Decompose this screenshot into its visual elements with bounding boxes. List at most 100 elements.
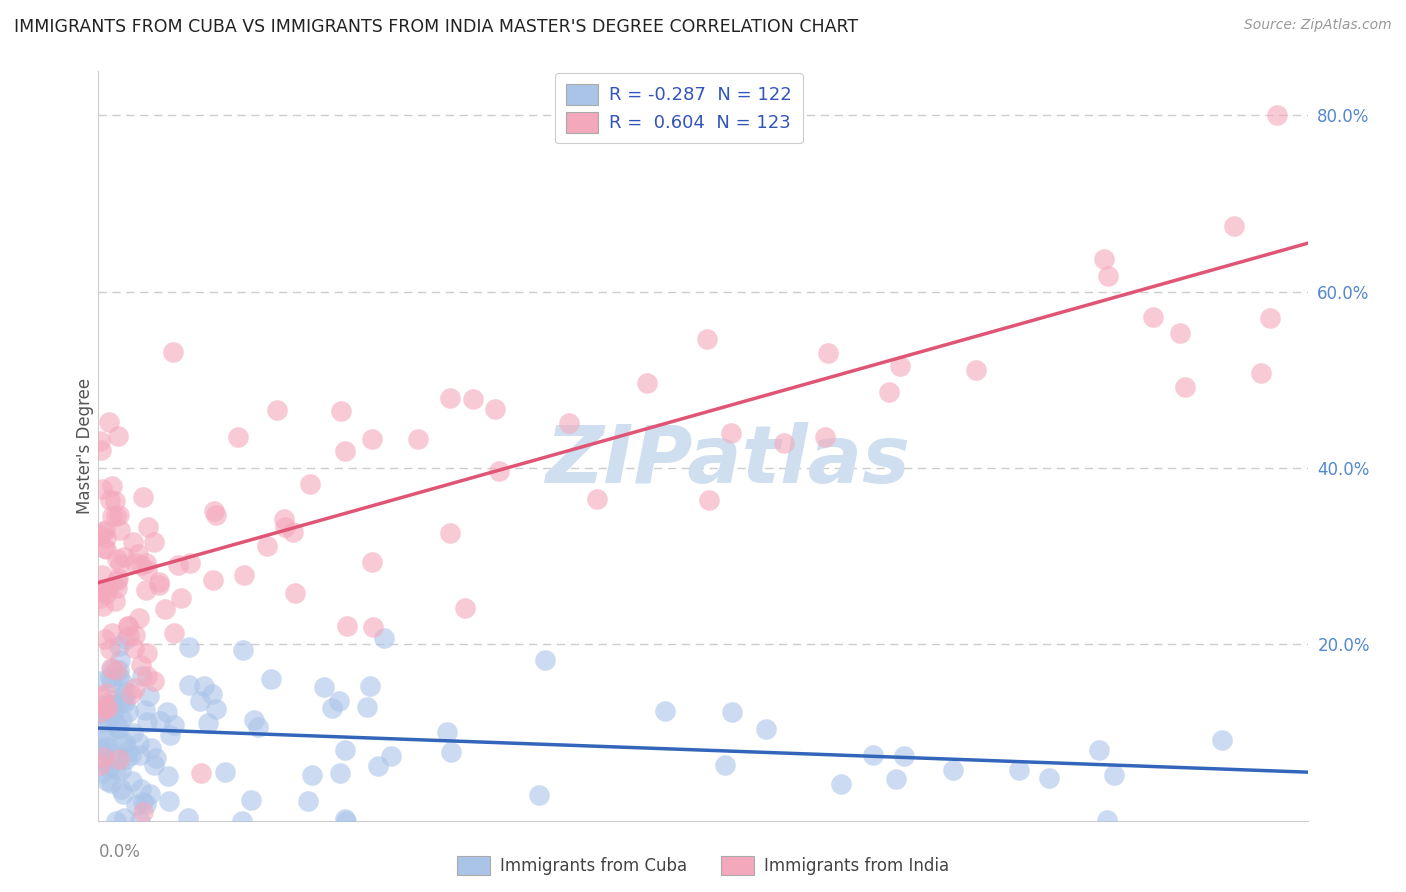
Point — [93, 524, 115, 539]
Point — [129, 658, 152, 673]
Point — [167, 558, 190, 572]
Point — [1038, 771, 1060, 785]
Point — [112, 811, 135, 825]
Point — [202, 573, 225, 587]
Point — [136, 563, 159, 577]
Point — [273, 520, 295, 534]
Point — [336, 619, 359, 633]
Point — [356, 700, 378, 714]
Point — [143, 674, 166, 689]
Point — [214, 765, 236, 780]
Point — [1211, 733, 1233, 747]
Point — [586, 492, 609, 507]
Point — [720, 426, 742, 441]
Point — [134, 703, 156, 717]
Point — [108, 508, 131, 523]
Point — [136, 669, 159, 683]
Point — [361, 620, 384, 634]
Point — [94, 731, 117, 745]
Point — [131, 782, 153, 797]
Point — [148, 578, 170, 592]
Point — [879, 385, 901, 400]
Point — [103, 706, 125, 721]
Point — [107, 572, 129, 586]
Point — [1095, 813, 1118, 827]
Point — [284, 586, 307, 600]
Point — [97, 581, 120, 595]
Point — [107, 721, 129, 735]
Point — [96, 773, 118, 788]
Point — [197, 715, 219, 730]
Point — [697, 492, 720, 507]
Point — [329, 766, 352, 780]
Point — [101, 698, 124, 712]
Point — [96, 699, 118, 714]
Point — [107, 663, 129, 677]
Point — [177, 678, 200, 692]
Point — [179, 556, 201, 570]
Point — [107, 752, 129, 766]
Point — [108, 669, 131, 683]
Point — [110, 763, 132, 777]
Point — [94, 523, 117, 537]
Point — [1088, 743, 1111, 757]
Point — [124, 556, 146, 570]
Point — [170, 591, 193, 605]
Point — [193, 680, 215, 694]
Point — [115, 685, 138, 699]
Point — [93, 728, 115, 742]
Point — [156, 706, 179, 720]
Point — [111, 695, 134, 709]
Point — [163, 626, 186, 640]
Point — [156, 769, 179, 783]
Point — [111, 712, 134, 726]
Point — [188, 694, 211, 708]
Point — [128, 814, 150, 828]
Point — [112, 690, 135, 704]
Point — [1250, 366, 1272, 380]
Point — [439, 391, 461, 405]
Point — [120, 747, 142, 762]
Point — [90, 755, 112, 769]
Point — [118, 629, 141, 643]
Point — [454, 601, 477, 615]
Point — [636, 376, 658, 391]
Point — [93, 744, 115, 758]
Point — [124, 681, 146, 696]
Point — [436, 725, 458, 739]
Point — [90, 482, 112, 496]
Point — [335, 812, 357, 826]
Point — [101, 479, 124, 493]
Point — [90, 689, 112, 703]
Point — [721, 705, 744, 719]
Point — [91, 750, 114, 764]
Point — [132, 805, 155, 819]
Point — [179, 640, 201, 654]
Point — [135, 557, 157, 571]
Point — [696, 333, 718, 347]
Point — [138, 787, 160, 801]
Point — [260, 672, 283, 686]
Point — [190, 765, 212, 780]
Point — [367, 759, 389, 773]
Point — [89, 434, 111, 448]
Point — [177, 811, 200, 825]
Point — [558, 416, 581, 430]
Point — [90, 742, 112, 756]
Point — [120, 687, 142, 701]
Point — [1142, 310, 1164, 324]
Point — [335, 814, 357, 828]
Point — [108, 557, 131, 571]
Point — [329, 403, 352, 417]
Point — [162, 345, 184, 359]
Point — [94, 541, 117, 556]
Point — [201, 687, 224, 701]
Point — [159, 728, 181, 742]
Point — [104, 747, 127, 761]
Point — [440, 745, 463, 759]
Point — [124, 640, 146, 655]
Point — [359, 679, 381, 693]
Point — [110, 653, 132, 667]
Point — [232, 643, 254, 657]
Point — [533, 653, 555, 667]
